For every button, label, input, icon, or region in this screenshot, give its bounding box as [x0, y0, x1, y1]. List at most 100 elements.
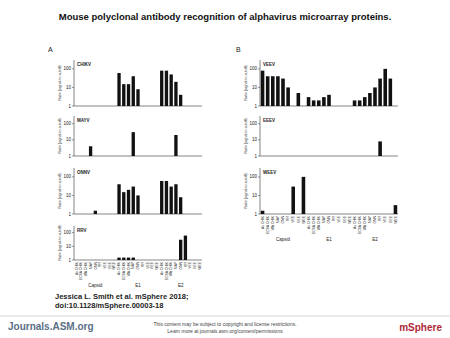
bar	[322, 214, 326, 215]
y-tick-label: 1	[68, 104, 71, 109]
x-tick-label: ONN	[136, 261, 140, 269]
bar	[117, 258, 120, 260]
x-axis	[260, 214, 398, 215]
bar	[368, 93, 372, 106]
bar	[103, 214, 106, 215]
y-tick	[258, 195, 260, 196]
chart-title: MAYV	[77, 118, 90, 123]
x-tick-label: MAY	[276, 215, 280, 223]
y-tick-label: 1	[254, 104, 257, 109]
x-tick-label: EEE	[150, 261, 154, 269]
bar	[160, 156, 163, 157]
journal-logo: mSphere	[399, 322, 442, 333]
x-tick-label: WEE	[302, 215, 306, 223]
bar	[327, 95, 331, 106]
bar	[132, 187, 135, 214]
bar	[84, 106, 87, 107]
x-tick-label: WA CHIK	[363, 215, 367, 230]
y-tick	[72, 195, 74, 196]
bar	[343, 106, 347, 107]
bar	[312, 156, 316, 157]
y-axis	[74, 168, 75, 214]
bar	[89, 260, 92, 261]
y-axis	[260, 116, 261, 156]
y-tick-label: 1	[254, 212, 257, 217]
bar	[363, 214, 367, 215]
bar	[170, 187, 173, 214]
bar	[155, 260, 158, 261]
chart-title: CHIKV	[77, 62, 91, 67]
x-tick-label: As CHIK	[117, 261, 121, 275]
x-tick-label: ECSA CHIK	[165, 261, 169, 280]
bar	[151, 156, 154, 157]
bar	[276, 76, 280, 106]
x-tick-label: As CHIK	[75, 261, 79, 275]
y-axis	[74, 226, 75, 260]
bar	[79, 156, 82, 157]
bar	[174, 184, 177, 214]
bar	[337, 106, 341, 107]
bar	[170, 74, 173, 106]
bar	[122, 84, 125, 106]
chart-title: WEEV	[263, 170, 276, 175]
y-axis-label: Ratio (signal-to-cutoff)	[58, 118, 62, 153]
y-tick-label: 1	[68, 258, 71, 263]
citation: doi:10.1128/mSphere.00003-18	[55, 301, 163, 310]
chart: 110100Ratio (signal-to-cutoff)VEEV	[244, 60, 398, 109]
bar	[198, 106, 201, 107]
chart-title: VEEV	[263, 62, 275, 67]
x-tick-label: WA CHIK	[169, 261, 173, 276]
y-tick	[258, 156, 260, 157]
bar	[307, 97, 311, 106]
bar	[75, 214, 78, 215]
x-tick-label: ONN	[327, 215, 331, 223]
x-tick-label: As CHIK	[353, 215, 357, 229]
bar	[348, 214, 352, 215]
y-tick-label: 10	[66, 85, 72, 90]
x-tick-label: ECSA CHIK	[79, 261, 83, 280]
y-axis	[74, 60, 75, 106]
y-tick	[72, 106, 74, 107]
x-tick-label: MAY	[322, 215, 326, 223]
bar	[146, 214, 149, 215]
bar	[151, 106, 154, 107]
bar	[165, 260, 168, 261]
bar	[286, 214, 290, 215]
chart-title: EEEV	[263, 118, 275, 123]
y-axis-label: Ratio (signal-to-cutoff)	[244, 118, 248, 153]
bar	[127, 84, 130, 106]
y-tick	[258, 139, 260, 140]
x-tick-label: VEE	[103, 261, 107, 269]
x-tick-label: VEE	[291, 215, 295, 223]
bar	[332, 106, 336, 107]
y-axis-label: Ratio (signal-to-cutoff)	[244, 65, 248, 100]
bar	[188, 260, 191, 261]
bar	[174, 135, 177, 156]
x-axis	[74, 156, 202, 157]
x-tick-label: MAY	[131, 261, 135, 269]
bar	[297, 214, 301, 215]
y-tick	[72, 214, 74, 215]
bar	[261, 211, 265, 214]
bar	[108, 106, 111, 107]
bar	[184, 236, 187, 260]
bar	[94, 211, 97, 214]
y-axis-label: Ratio (signal-to-cutoff)	[58, 173, 62, 208]
bar	[271, 214, 275, 215]
bars	[261, 69, 392, 106]
bar	[389, 79, 393, 106]
bar	[141, 214, 144, 215]
x-tick-label: VEE	[337, 215, 341, 223]
group-label: Capsid	[276, 237, 291, 242]
x-tick-label: RR	[332, 215, 336, 220]
bar	[89, 214, 92, 215]
bar	[188, 106, 191, 107]
bar	[198, 156, 201, 157]
bar	[94, 260, 97, 261]
bar	[322, 97, 326, 106]
y-tick-label: 100	[63, 174, 71, 179]
divider	[0, 316, 450, 317]
chart: 110100Ratio (signal-to-cutoff)EEEV	[244, 116, 398, 159]
chart: 110100Ratio (signal-to-cutoff)RRVAs CHIK…	[58, 225, 202, 288]
bar	[160, 260, 163, 261]
